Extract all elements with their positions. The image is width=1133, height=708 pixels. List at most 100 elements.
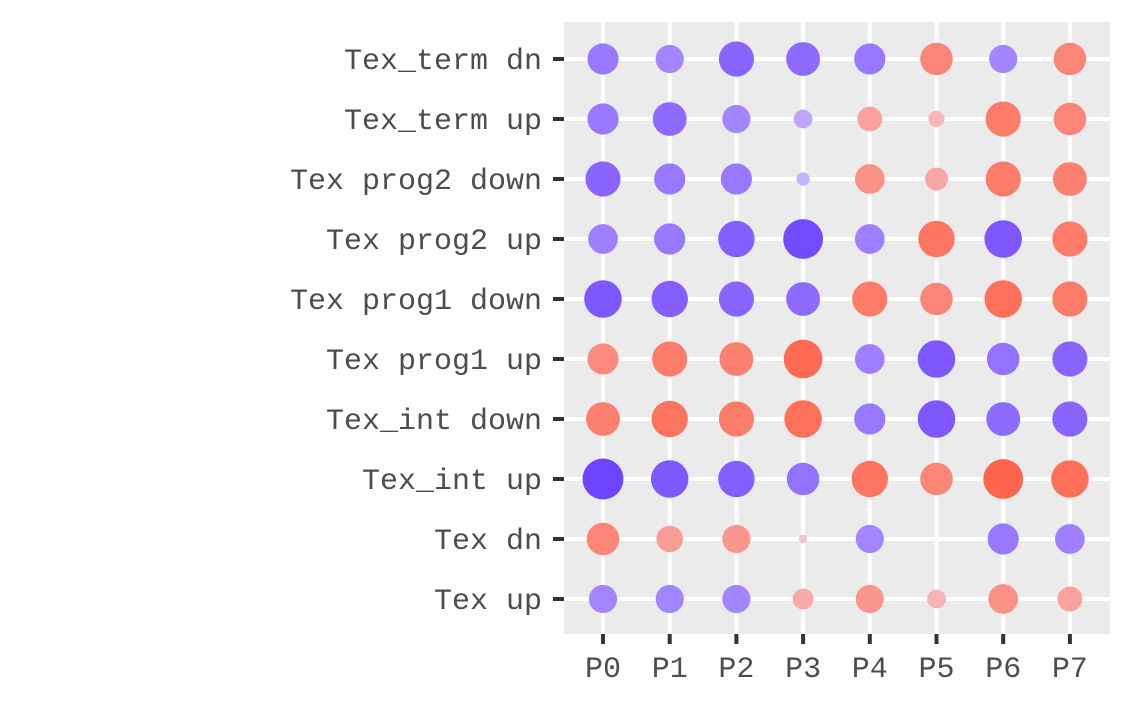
data-point [989, 44, 1018, 74]
y-tick-label: Tex_int up [362, 465, 542, 499]
data-point [986, 402, 1021, 436]
data-point [584, 280, 622, 318]
plot-panel [564, 22, 1110, 634]
data-point [786, 282, 821, 316]
data-point [927, 589, 946, 609]
data-point [983, 459, 1024, 499]
data-point [722, 524, 751, 554]
y-tick-label: Tex_int down [326, 405, 542, 439]
data-point [1053, 42, 1087, 76]
data-point [852, 281, 888, 317]
data-point [654, 163, 686, 195]
data-point [1051, 460, 1089, 498]
y-tick-label: Tex prog1 up [326, 345, 542, 379]
data-point [792, 588, 814, 610]
data-point [986, 342, 1020, 376]
data-point [588, 224, 618, 254]
data-point [586, 402, 620, 436]
data-point [855, 584, 884, 614]
data-point [988, 584, 1019, 614]
data-point [857, 106, 883, 132]
data-point [985, 161, 1021, 197]
data-point [718, 281, 754, 317]
y-axis: Tex_term dn Tex_term up Tex prog2 down Tex … [290, 45, 564, 619]
data-point [984, 280, 1022, 318]
data-point [796, 172, 810, 186]
data-point [1052, 401, 1088, 437]
data-point [582, 458, 624, 500]
data-point [654, 223, 686, 255]
data-point [722, 104, 751, 134]
data-point [1052, 162, 1087, 196]
x-tick-label: P2 [718, 653, 754, 687]
data-point [718, 460, 755, 498]
x-axis: P0 P1 P2 P3 P4 P5 P6 P7 [585, 634, 1088, 687]
data-point [917, 400, 956, 438]
data-point [987, 523, 1019, 555]
data-point [1052, 341, 1088, 377]
y-tick-label: Tex dn [434, 525, 542, 559]
data-point [786, 462, 820, 496]
data-point [651, 400, 688, 438]
data-point [718, 401, 754, 437]
data-point [587, 343, 619, 375]
data-point [718, 41, 754, 77]
data-point [1053, 102, 1087, 136]
data-point [851, 460, 888, 498]
data-point [920, 42, 953, 76]
data-point [798, 534, 808, 544]
x-tick-label: P1 [652, 653, 688, 687]
data-point [928, 110, 945, 128]
data-point [1052, 221, 1088, 257]
data-point [650, 460, 689, 498]
data-point [588, 584, 618, 614]
data-point [652, 341, 688, 377]
data-point [587, 103, 619, 135]
data-point [793, 109, 813, 129]
data-point [1055, 524, 1085, 554]
data-point [719, 342, 754, 376]
data-point [854, 344, 885, 374]
data-point [718, 220, 755, 258]
data-point [722, 584, 751, 614]
data-point [655, 584, 684, 614]
x-tick-label: P5 [918, 653, 954, 687]
y-tick-label: Tex up [434, 585, 542, 619]
data-point [586, 522, 620, 556]
data-point [651, 280, 688, 318]
data-point [786, 42, 821, 76]
y-tick-label: Tex prog2 down [290, 165, 542, 199]
data-point [854, 403, 886, 435]
data-point [854, 43, 886, 75]
data-point [783, 219, 824, 259]
data-point [1052, 281, 1088, 317]
x-tick-label: P3 [785, 653, 821, 687]
data-point [720, 163, 752, 195]
data-point [585, 161, 621, 197]
data-point [587, 43, 619, 75]
data-point [925, 167, 948, 191]
data-point [652, 102, 687, 136]
y-tick-label: Tex prog2 up [326, 225, 542, 259]
y-tick-label: Tex prog1 down [290, 285, 542, 319]
data-point [854, 224, 885, 254]
x-tick-label: P6 [985, 653, 1021, 687]
data-point [783, 339, 823, 379]
data-point [918, 220, 955, 258]
data-points [582, 41, 1089, 614]
data-point [985, 101, 1021, 137]
data-point [917, 340, 956, 378]
data-point [1057, 586, 1083, 612]
x-tick-label: P7 [1052, 653, 1088, 687]
x-tick-label: P4 [852, 653, 888, 687]
data-point [656, 525, 683, 553]
data-point [655, 44, 684, 74]
data-point [854, 164, 885, 194]
data-point [920, 462, 953, 496]
x-tick-label: P0 [585, 653, 621, 687]
data-point [920, 282, 953, 316]
data-point [984, 220, 1022, 258]
data-point [855, 524, 884, 554]
y-tick-label: Tex_term dn [344, 45, 542, 79]
